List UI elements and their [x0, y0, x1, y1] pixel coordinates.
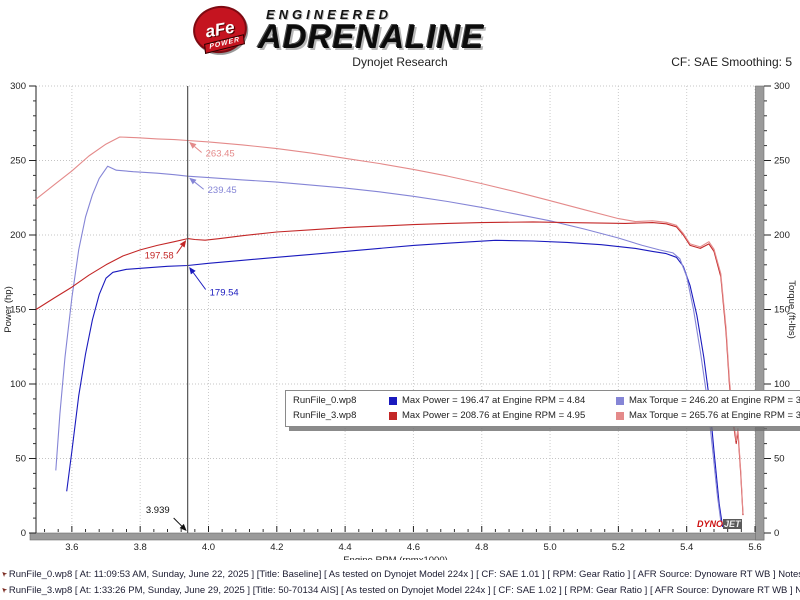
callout-arrow-head — [179, 523, 187, 531]
callout-arrow-head — [179, 240, 187, 248]
legend-file-label: RunFile_0.wp8 — [293, 395, 357, 406]
cursor-value-callout: 239.45 — [208, 185, 237, 196]
callout-arrow-shaft — [194, 181, 204, 190]
legend-row-runfile3: RunFile_3.wp8 Max Power = 208.76 at Engi… — [293, 408, 800, 423]
run-info-line-runfile3: ➤RunFile_3.wp8 [ At: 1:33:26 PM, Sunday,… — [0, 582, 800, 598]
x-axis-title: Engine RPM (rpmx1000) — [343, 555, 448, 560]
x-axis-tick-label: 5.0 — [543, 542, 556, 553]
run-info-text: RunFile_3.wp8 [ At: 1:33:26 PM, Sunday, … — [8, 585, 800, 596]
callout-arrow-head — [189, 177, 197, 185]
afe-power-badge: aFe POWER — [189, 1, 252, 58]
x-axis-tick-label: 5.6 — [748, 542, 761, 553]
correction-factor-label: CF: SAE Smoothing: 5 — [671, 55, 792, 69]
axes: 3.6 3.8 4.0 4.2 4.4 4.6 4.8 5.0 5.2 5.4 5.6 0 0 50 50 1… — [3, 81, 797, 560]
brand-engineered-text: ENGINEERED — [266, 7, 392, 22]
x-axis-tick-label: 4.8 — [475, 542, 488, 553]
legend-max-power-text: Max Power = 208.76 at Engine RPM = 4.95 — [402, 410, 586, 421]
run-info-line-runfile0: ➤RunFile_0.wp8 [ At: 11:09:53 AM, Sunday… — [0, 566, 800, 582]
power-axis-tick-label: 200 — [10, 230, 26, 241]
dyno-chart: 3.6 3.8 4.0 4.2 4.4 4.6 4.8 5.0 5.2 5.4 5.6 0 0 50 50 1… — [3, 81, 797, 560]
callout-arrow-shaft — [176, 245, 183, 254]
chart-legend: RunFile_0.wp8 Max Power = 196.47 at Engi… — [285, 390, 800, 427]
afe-brand-logo: aFe POWER ENGINEERED ADRENALINE — [189, 1, 485, 58]
right-axis-band — [755, 85, 765, 541]
legend-max-power-text: Max Power = 196.47 at Engine RPM = 4.84 — [402, 395, 586, 406]
power-axis-title: Power (hp) — [3, 286, 14, 332]
torque-axis-tick-label: 100 — [774, 379, 790, 390]
x-axis-tick-label: 4.0 — [202, 542, 215, 553]
torque-axis-tick-label: 200 — [774, 230, 790, 241]
x-axis-tick-label: 4.2 — [270, 542, 283, 553]
dynojet-watermark: DYNOJET — [697, 519, 742, 529]
power-axis-tick-label: 0 — [21, 528, 26, 539]
callout-arrow-shaft — [173, 517, 183, 527]
power-axis-tick-label: 50 — [15, 454, 26, 465]
x-axis-tick-label: 4.4 — [339, 542, 352, 553]
torque-axis-tick-label: 250 — [774, 156, 790, 167]
cursor-group: 263.45 239.45 197.58 179.54 3.939 — [145, 86, 239, 533]
run-info-footer: ➤RunFile_0.wp8 [ At: 11:09:53 AM, Sunday… — [0, 566, 800, 598]
power-axis-tick-label: 150 — [10, 305, 26, 316]
grid-lines — [36, 85, 756, 533]
power-axis-tick-label: 300 — [10, 81, 26, 92]
x-axis-tick-label: 3.6 — [65, 542, 78, 553]
legend-max-torque-text: Max Torque = 265.76 at Engine RPM = 3.74 — [629, 410, 800, 421]
legend-max-torque-text: Max Torque = 246.20 at Engine RPM = 3.71 — [629, 395, 800, 406]
cursor-value-callout: 263.45 — [206, 148, 235, 159]
series-curve-runfile_3-power — [35, 221, 744, 516]
dynojet-watermark-dyno: DYNO — [697, 519, 724, 529]
torque-swatch-runfile3 — [616, 411, 624, 420]
series-curve-runfile_0-torque — [55, 165, 722, 522]
torque-axis-tick-label: 300 — [774, 81, 790, 92]
brand-wordmark: ENGINEERED ADRENALINE — [258, 7, 485, 55]
page-title: Dynojet Research — [352, 55, 448, 69]
torque-axis-title: Torque (ft-lbs) — [786, 280, 797, 339]
power-swatch-runfile3 — [389, 411, 397, 420]
x-axis-tick-label: 4.6 — [407, 542, 420, 553]
dynojet-watermark-jet: JET — [723, 519, 742, 529]
series-curves — [35, 136, 744, 528]
run-info-text: RunFile_0.wp8 [ At: 11:09:53 AM, Sunday,… — [8, 569, 800, 580]
cursor-value-callout: 179.54 — [210, 287, 239, 298]
callout-arrow-shaft — [192, 272, 207, 290]
cursor-value-callout: 197.58 — [145, 251, 174, 262]
callout-arrow-head — [189, 266, 196, 275]
x-axis-tick-label: 5.4 — [680, 542, 693, 553]
legend-row-runfile0: RunFile_0.wp8 Max Power = 196.47 at Engi… — [293, 393, 800, 408]
series-curve-runfile_0-power — [66, 239, 724, 528]
x-axis-tick-label: 3.8 — [134, 542, 147, 553]
torque-axis-tick-label: 0 — [774, 528, 779, 539]
power-axis-tick-label: 250 — [10, 156, 26, 167]
x-axis-band — [29, 532, 765, 541]
power-swatch-runfile0 — [389, 396, 397, 405]
series-curve-runfile_3-torque — [35, 136, 744, 514]
legend-file-label: RunFile_3.wp8 — [293, 410, 357, 421]
cursor-rpm-label: 3.939 — [146, 505, 170, 516]
x-axis-tick-label: 5.2 — [612, 542, 625, 553]
callout-arrow-shaft — [194, 146, 202, 153]
power-axis-tick-label: 100 — [10, 379, 26, 390]
callout-arrow-head — [189, 141, 197, 149]
brand-adrenaline-text: ADRENALINE — [258, 18, 485, 55]
torque-axis-tick-label: 150 — [774, 305, 790, 316]
torque-axis-tick-label: 50 — [774, 454, 785, 465]
torque-swatch-runfile0 — [616, 396, 624, 405]
